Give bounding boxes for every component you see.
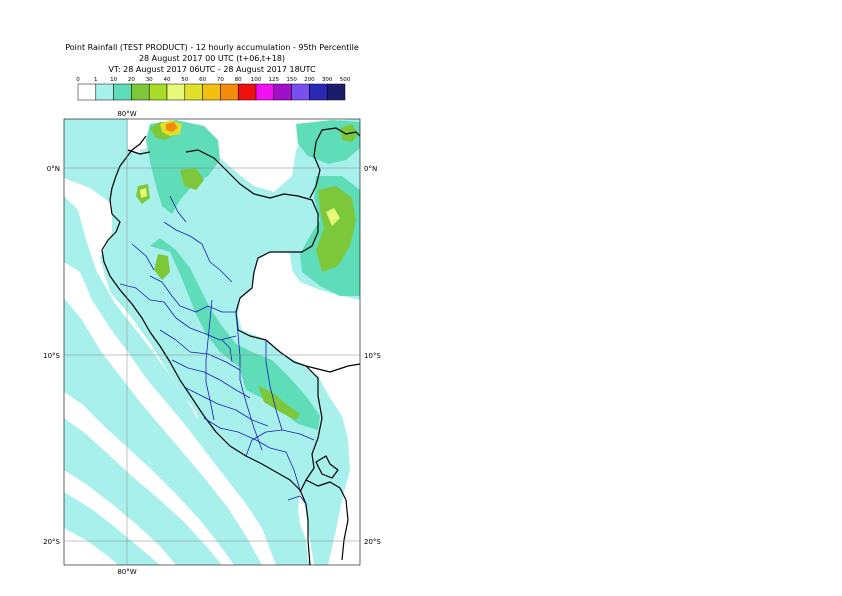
rain-area-heavy	[154, 254, 170, 280]
legend-threshold-label: 300	[322, 77, 333, 83]
color-legend: 0 1 10 20 30 40 50 60 70 80 100 125 150 200 300 500	[76, 77, 351, 101]
lat-label-right-20s: 20°S	[364, 538, 381, 546]
lat-label-left-0: 0°N	[47, 165, 60, 173]
legend-threshold-label: 500	[340, 77, 351, 83]
lon-label-top: 80°W	[117, 110, 136, 118]
coastline	[101, 127, 360, 565]
legend-threshold-label: 125	[269, 77, 280, 83]
dry-ocean-band	[64, 392, 234, 565]
rain-area-orange	[166, 122, 178, 132]
legend-threshold-label: 10	[110, 77, 117, 83]
map-frame	[63, 118, 361, 566]
legend-threshold-label: 200	[304, 77, 315, 83]
dry-ocean-band	[64, 262, 276, 565]
legend-threshold-label: 60	[199, 77, 206, 83]
legend-color-box	[326, 83, 346, 101]
title-line-1: Point Rainfall (TEST PRODUCT) - 12 hourl…	[65, 43, 359, 52]
rain-area-heavy	[258, 386, 300, 420]
dry-ocean-band	[64, 528, 118, 565]
rain-area-light	[132, 119, 360, 565]
rain-area-yellow	[326, 208, 340, 226]
title-line-3: VT: 28 August 2017 06UTC - 28 August 201…	[108, 65, 316, 74]
legend-threshold-label: 50	[181, 77, 188, 83]
rain-area-yellow	[140, 188, 147, 198]
rain-area-medium	[146, 120, 220, 214]
dry-ocean-band	[64, 178, 198, 420]
lon-label-bottom: 80°W	[117, 568, 136, 576]
lat-label-left-20s: 20°S	[43, 538, 60, 546]
lat-label-right-0: 0°N	[364, 165, 377, 173]
legend-threshold-label: 20	[128, 77, 135, 83]
legend-threshold-label: 0	[76, 77, 80, 83]
legend-threshold-label: 1	[94, 77, 98, 83]
rain-area-medium	[240, 360, 284, 400]
title-line-2: 28 August 2017 00 UTC (t+06,t+18)	[138, 54, 286, 63]
legend-threshold-label: 150	[286, 77, 297, 83]
legend-threshold-label: 70	[217, 77, 224, 83]
rain-area-heavy	[316, 186, 356, 272]
legend-threshold-label: 80	[235, 77, 242, 83]
rain-area-heavy	[180, 168, 204, 190]
lat-label-left-10s: 10°S	[43, 352, 60, 360]
admin-boundaries	[119, 195, 315, 505]
graticule	[64, 119, 360, 565]
lat-label-right-10s: 10°S	[364, 352, 381, 360]
legend-threshold-label: 40	[164, 77, 171, 83]
legend-threshold-label: 100	[251, 77, 262, 83]
legend-threshold-label: 30	[146, 77, 153, 83]
